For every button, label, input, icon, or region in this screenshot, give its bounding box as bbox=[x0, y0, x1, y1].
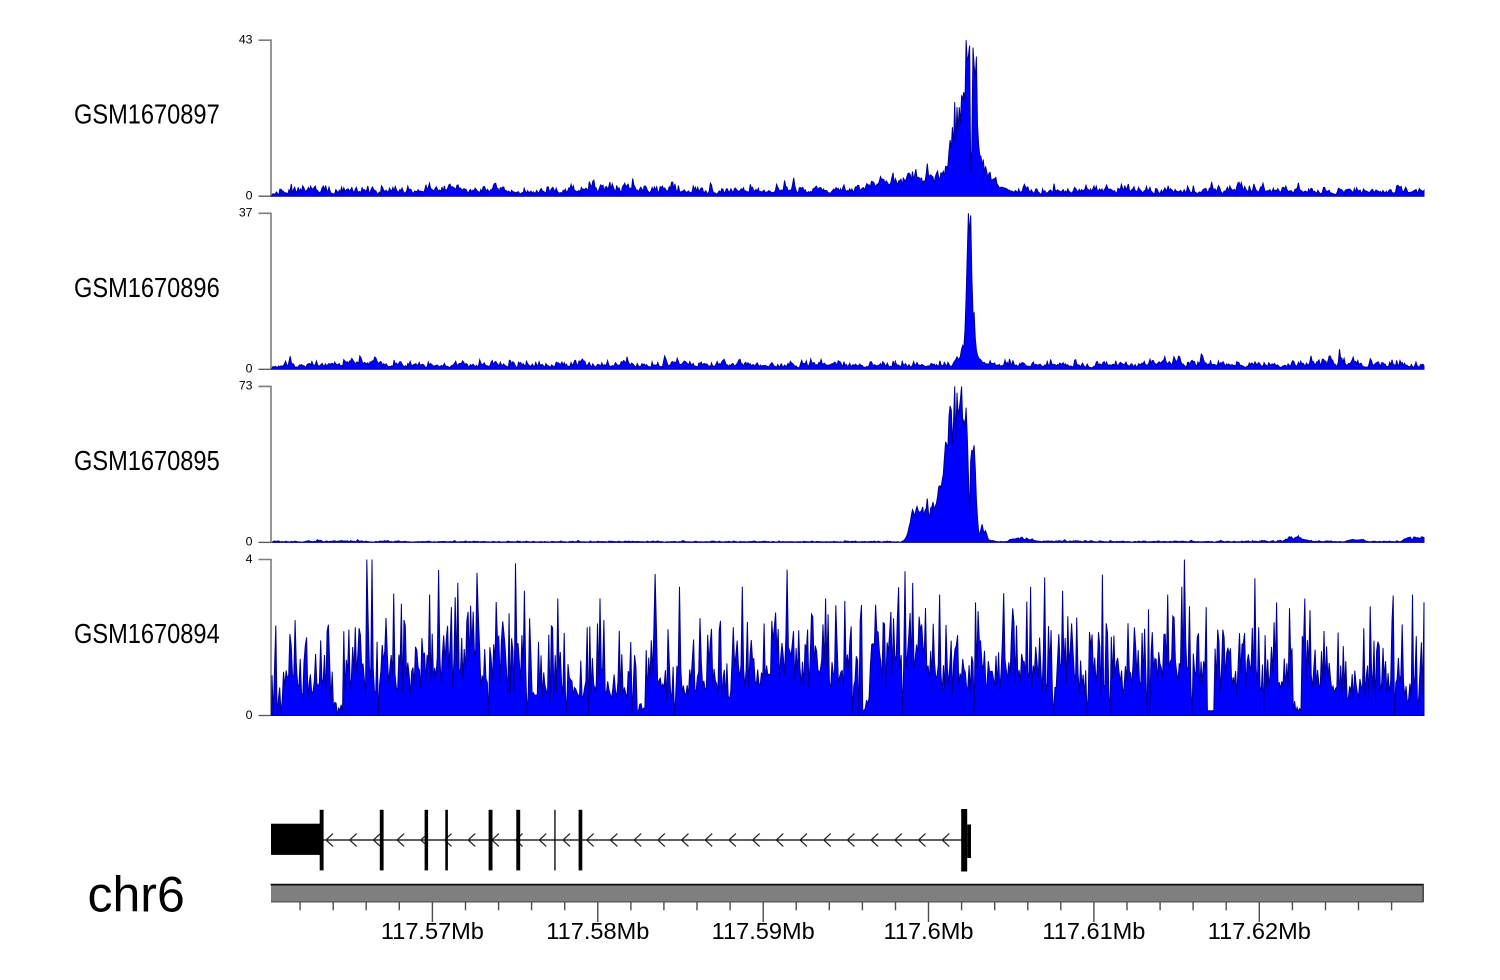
svg-text:GSM1670897: GSM1670897 bbox=[74, 99, 220, 130]
svg-text:chr6: chr6 bbox=[88, 867, 185, 923]
svg-text:0: 0 bbox=[246, 708, 253, 722]
svg-text:GSM1670895: GSM1670895 bbox=[74, 445, 220, 476]
svg-text:117.6Mb: 117.6Mb bbox=[884, 918, 974, 944]
svg-text:73: 73 bbox=[239, 379, 253, 393]
svg-text:0: 0 bbox=[246, 535, 253, 549]
svg-text:37: 37 bbox=[239, 206, 253, 220]
svg-text:4: 4 bbox=[246, 552, 253, 566]
svg-text:GSM1670894: GSM1670894 bbox=[74, 618, 220, 649]
svg-text:0: 0 bbox=[246, 189, 253, 203]
svg-text:117.57Mb: 117.57Mb bbox=[381, 918, 484, 944]
svg-text:117.59Mb: 117.59Mb bbox=[712, 918, 815, 944]
svg-text:117.58Mb: 117.58Mb bbox=[546, 918, 649, 944]
svg-text:117.61Mb: 117.61Mb bbox=[1042, 918, 1145, 944]
svg-text:117.62Mb: 117.62Mb bbox=[1208, 918, 1311, 944]
svg-text:0: 0 bbox=[246, 362, 253, 376]
svg-text:43: 43 bbox=[239, 33, 253, 47]
svg-text:GSM1670896: GSM1670896 bbox=[74, 272, 220, 303]
